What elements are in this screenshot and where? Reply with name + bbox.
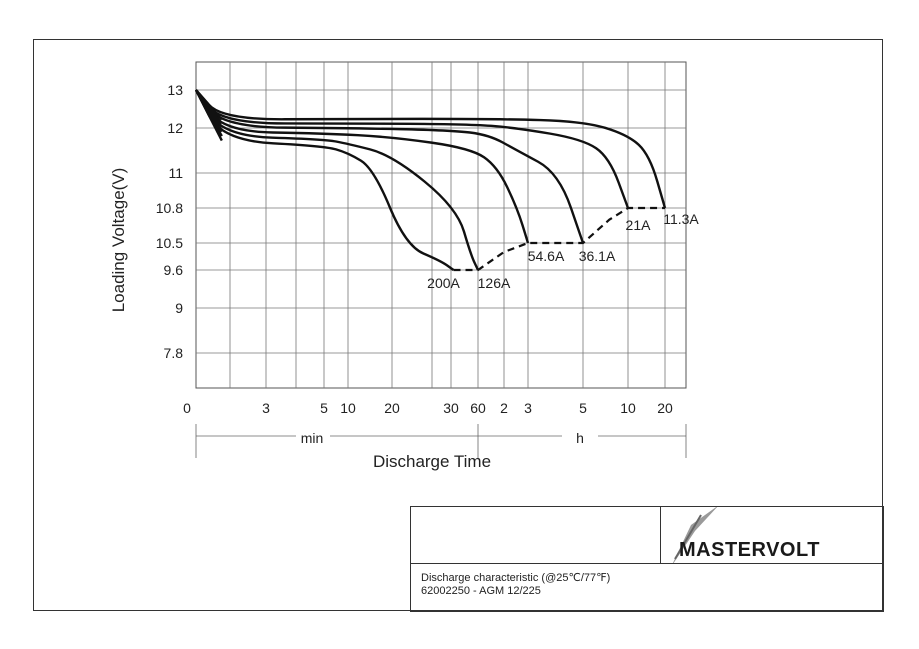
x-tick-label: 3 <box>262 400 270 416</box>
y-tick-label: 11 <box>168 165 183 181</box>
x-axis-title: Discharge Time <box>373 452 491 471</box>
discharge-curves: 200A 126A 54.6A 36.1A 21A 11.3A <box>194 89 699 291</box>
logo-text: MASTERVOLT <box>679 539 820 561</box>
curve-label: 200A <box>427 275 460 291</box>
x-tick-label: 2 <box>500 400 508 416</box>
curve-label: 11.3A <box>663 211 699 227</box>
curve-label: 54.6A <box>528 248 565 264</box>
y-axis-title: Loading Voltage(V) <box>109 168 128 313</box>
x-axis-ticks: 0 3 5 10 20 30 60 2 3 5 10 20 <box>183 400 673 416</box>
logo-swoosh-icon <box>672 507 718 563</box>
x-tick-label: 0 <box>183 400 191 416</box>
cutoff-voltage-line <box>453 206 665 272</box>
y-tick-label: 10.5 <box>156 235 183 251</box>
curve-start-drop <box>195 89 223 121</box>
time-unit-lines <box>195 424 687 458</box>
drawing-sheet <box>33 39 883 611</box>
x-tick-label: 20 <box>384 400 400 416</box>
curve-label: 21A <box>626 217 652 233</box>
y-tick-label: 10.8 <box>156 200 183 216</box>
x-tick-label: 20 <box>657 400 673 416</box>
x-unit-h-label: h <box>576 430 584 446</box>
x-tick-label: 3 <box>524 400 532 416</box>
y-tick-label: 9.6 <box>164 262 184 278</box>
curve-label: 36.1A <box>579 248 616 264</box>
y-tick-label: 13 <box>167 82 183 98</box>
x-tick-label: 60 <box>470 400 486 416</box>
x-tick-label: 30 <box>443 400 459 416</box>
y-tick-label: 9 <box>175 300 183 316</box>
y-tick-label: 7.8 <box>164 345 184 361</box>
title-block: MASTERVOLT Discharge characteristic (@25… <box>410 506 884 612</box>
y-tick-label: 12 <box>167 120 183 136</box>
x-tick-label: 10 <box>340 400 356 416</box>
y-axis-ticks: 13 12 11 10.8 10.5 9.6 9 7.8 <box>156 82 183 361</box>
caption-line-2: 62002250 - AGM 12/225 <box>421 585 541 597</box>
plot-frame <box>195 61 687 389</box>
chart-grid <box>195 61 687 389</box>
x-tick-label: 5 <box>320 400 328 416</box>
x-unit-min-label: min <box>301 430 324 446</box>
caption-line-1: Discharge characteristic (@25℃/77℉) <box>421 572 611 584</box>
x-tick-label: 10 <box>620 400 636 416</box>
title-block-caption: Discharge characteristic (@25℃/77℉) 6200… <box>411 563 883 611</box>
title-block-blank-cell <box>411 507 661 563</box>
curve-label: 126A <box>478 275 511 291</box>
mastervolt-logo: MASTERVOLT <box>661 507 883 563</box>
curve-11_3A <box>195 89 667 209</box>
curve-36_1A <box>195 89 585 244</box>
x-tick-label: 5 <box>579 400 587 416</box>
